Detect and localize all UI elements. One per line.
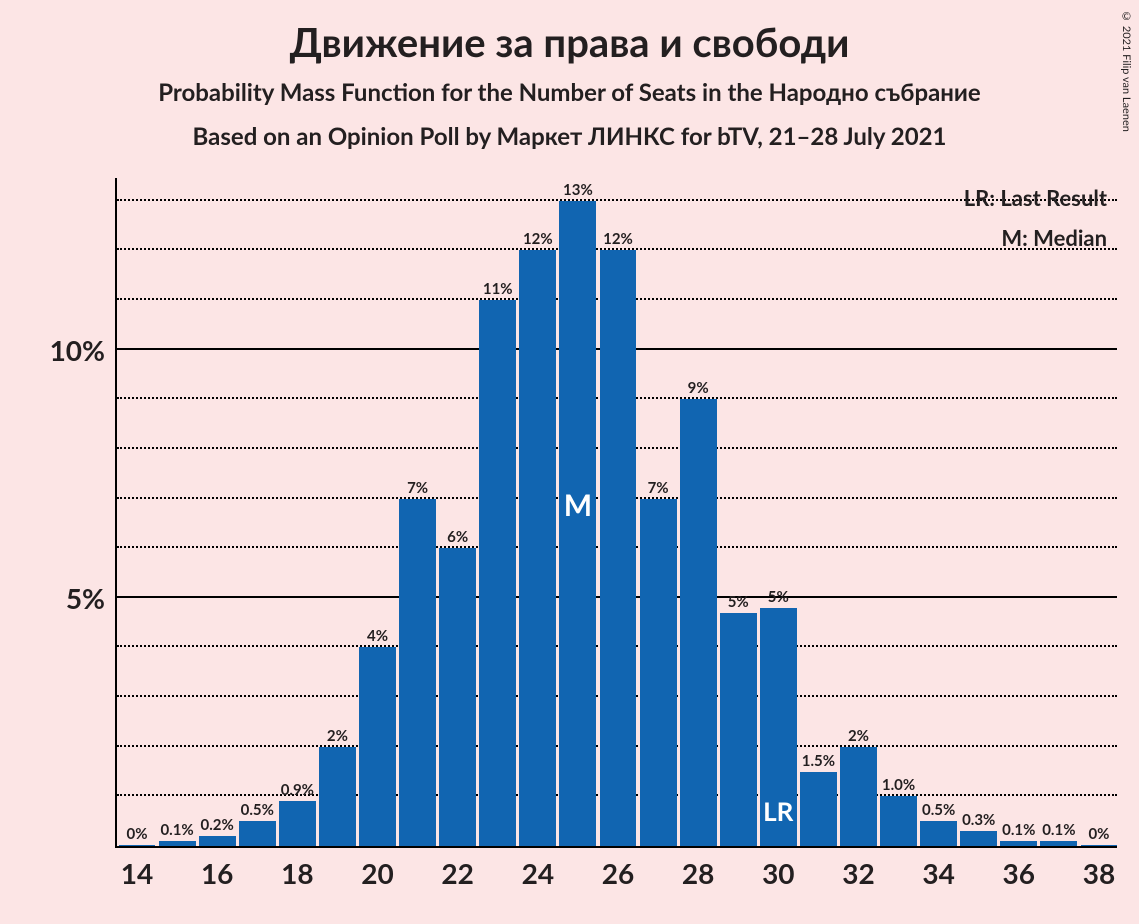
x-tick-label: 28 bbox=[682, 856, 714, 890]
bar: 7% bbox=[640, 499, 677, 846]
bar-value-label: 0.1% bbox=[160, 821, 193, 839]
bar: 0.3% bbox=[960, 831, 997, 846]
bar: 0.5% bbox=[920, 821, 957, 846]
bar: 0.2% bbox=[199, 836, 236, 846]
x-tick-label: 16 bbox=[201, 856, 233, 890]
bar-annotation: M bbox=[564, 487, 592, 523]
bar: 0.1% bbox=[1000, 841, 1037, 846]
y-tick-label: 5% bbox=[66, 581, 105, 615]
chart-title: Движение за права и свободи bbox=[0, 18, 1139, 66]
chart-subtitle-1: Probability Mass Function for the Number… bbox=[0, 78, 1139, 107]
bar-value-label: 12% bbox=[603, 230, 633, 248]
bar: 1.5% bbox=[800, 772, 837, 846]
bar-value-label: 0.5% bbox=[241, 801, 274, 819]
legend-item: LR: Last Result bbox=[964, 184, 1107, 211]
bar-value-label: 0.3% bbox=[962, 811, 995, 829]
bar-annotation: LR bbox=[763, 795, 793, 827]
bar: 0.1% bbox=[159, 841, 196, 846]
x-tick-label: 18 bbox=[281, 856, 313, 890]
bar-value-label: 0.5% bbox=[922, 801, 955, 819]
chart-container: Движение за права и свободи Probability … bbox=[0, 0, 1139, 924]
bar: 2% bbox=[319, 747, 356, 846]
bar-value-label: 0% bbox=[127, 825, 148, 843]
x-tick-label: 38 bbox=[1083, 856, 1115, 890]
bar-value-label: 11% bbox=[483, 280, 513, 298]
x-tick-label: 26 bbox=[602, 856, 634, 890]
bar-value-label: 0.1% bbox=[1002, 821, 1035, 839]
x-tick-label: 14 bbox=[121, 856, 153, 890]
x-tick-label: 34 bbox=[922, 856, 954, 890]
bar: 13%M bbox=[559, 201, 596, 846]
bar: 1.0% bbox=[880, 796, 917, 846]
bar: 5% bbox=[720, 613, 757, 846]
bar-value-label: 4% bbox=[367, 627, 388, 645]
bar: 11% bbox=[479, 300, 516, 846]
bar: 12% bbox=[519, 250, 556, 846]
bar: 0.5% bbox=[239, 821, 276, 846]
bar-value-label: 6% bbox=[447, 528, 468, 546]
bar: 0% bbox=[1081, 845, 1118, 846]
chart-subtitle-2: Based on an Opinion Poll by Маркет ЛИНКС… bbox=[0, 122, 1139, 151]
bar-value-label: 7% bbox=[407, 479, 428, 497]
x-tick-label: 22 bbox=[441, 856, 473, 890]
x-tick-label: 24 bbox=[522, 856, 554, 890]
bar: 0.1% bbox=[1040, 841, 1077, 846]
bar-value-label: 0.1% bbox=[1042, 821, 1075, 839]
bar-value-label: 5% bbox=[768, 588, 789, 606]
bar: 2% bbox=[840, 747, 877, 846]
copyright-text: © 2021 Filip van Laenen bbox=[1120, 10, 1133, 132]
legend-item: M: Median bbox=[1001, 224, 1107, 251]
bar-value-label: 9% bbox=[688, 379, 709, 397]
bar-value-label: 2% bbox=[327, 727, 348, 745]
bar: 6% bbox=[439, 548, 476, 846]
bar-value-label: 7% bbox=[648, 479, 669, 497]
bar: 4% bbox=[359, 647, 396, 846]
x-tick-label: 36 bbox=[1003, 856, 1035, 890]
bar-value-label: 0% bbox=[1088, 825, 1109, 843]
bar-value-label: 13% bbox=[563, 181, 593, 199]
x-tick-label: 30 bbox=[762, 856, 794, 890]
bar: 0.9% bbox=[279, 801, 316, 846]
bar-value-label: 5% bbox=[728, 593, 749, 611]
bar-value-label: 12% bbox=[523, 230, 553, 248]
bar: 9% bbox=[680, 399, 717, 846]
bar-value-label: 0.2% bbox=[201, 816, 234, 834]
bar: 5%LR bbox=[760, 608, 797, 846]
x-tick-label: 20 bbox=[361, 856, 393, 890]
bar: 7% bbox=[399, 499, 436, 846]
bar-value-label: 2% bbox=[848, 727, 869, 745]
bar-value-label: 1.5% bbox=[802, 752, 835, 770]
y-tick-label: 10% bbox=[50, 333, 105, 367]
bar: 0% bbox=[119, 845, 156, 846]
bar-value-label: 0.9% bbox=[281, 781, 314, 799]
bar: 12% bbox=[600, 250, 637, 846]
x-tick-label: 32 bbox=[842, 856, 874, 890]
bar-value-label: 1.0% bbox=[882, 776, 915, 794]
plot-area: 5%10%0%0.1%0.2%0.5%0.9%2%4%7%6%11%12%13%… bbox=[115, 178, 1117, 848]
